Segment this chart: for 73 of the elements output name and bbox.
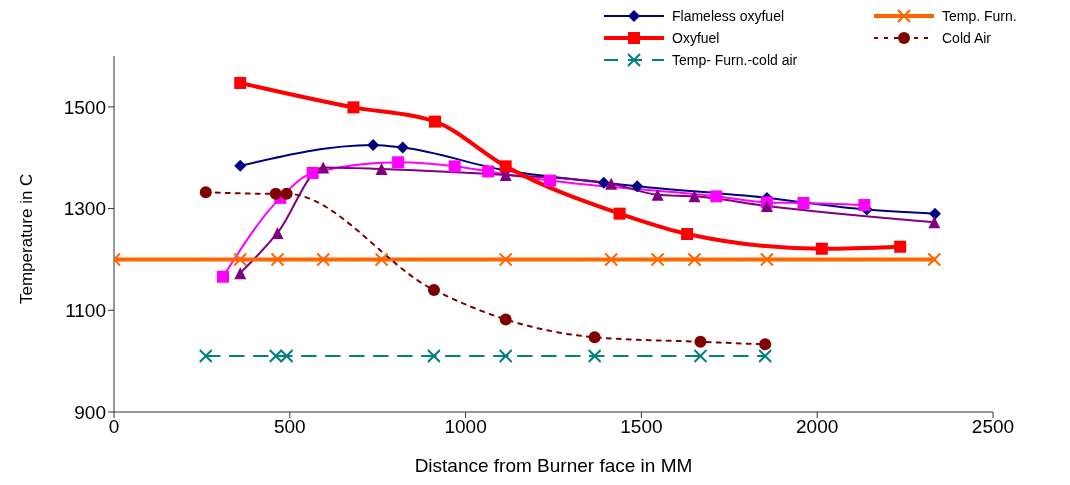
point — [234, 267, 247, 280]
point — [694, 335, 707, 348]
point — [233, 252, 248, 267]
legend-label: Temp. Furn. — [942, 8, 1017, 24]
y-axis-title: Temperature in C — [17, 173, 37, 304]
point — [217, 270, 229, 283]
point — [498, 252, 513, 267]
point — [650, 252, 665, 267]
point — [271, 226, 284, 239]
x-tick-label: 500 — [273, 416, 306, 438]
point — [375, 162, 388, 175]
point — [693, 349, 708, 364]
point — [894, 240, 907, 253]
point — [797, 196, 810, 209]
point — [587, 349, 602, 364]
point — [815, 242, 828, 255]
point — [198, 349, 213, 364]
point — [482, 165, 495, 178]
point — [448, 160, 461, 173]
point — [605, 177, 618, 190]
legend-label: Oxyfuel — [672, 30, 720, 46]
point — [543, 174, 556, 187]
x-tick-label: 2000 — [796, 416, 839, 438]
point — [759, 252, 774, 267]
point — [651, 188, 664, 201]
point — [317, 161, 330, 174]
point — [392, 156, 405, 169]
point — [199, 186, 212, 199]
legend-label: Temp- Furn.-cold air — [672, 52, 798, 68]
point — [374, 252, 389, 267]
point — [347, 101, 360, 114]
point — [928, 207, 941, 220]
point — [306, 166, 319, 179]
y-tick-label: 1300 — [63, 198, 106, 220]
point — [426, 349, 441, 364]
point — [429, 115, 442, 128]
point — [604, 252, 619, 267]
x-tick-label: 0 — [108, 416, 120, 438]
x-tick-label: 1500 — [620, 416, 663, 438]
point — [270, 252, 285, 267]
point — [367, 139, 380, 151]
point — [760, 200, 773, 213]
y-tick-label: 1500 — [63, 96, 106, 118]
point — [588, 331, 601, 344]
point — [396, 141, 409, 154]
point — [499, 313, 512, 326]
y-tick-label: 1100 — [65, 300, 106, 322]
point — [427, 283, 440, 296]
legend-label: Flameless oxyfuel — [672, 8, 785, 24]
point — [759, 338, 772, 351]
point — [710, 190, 723, 203]
point — [687, 252, 702, 267]
point — [597, 176, 610, 189]
point — [280, 187, 293, 200]
x-tick-label: 2500 — [971, 416, 1015, 438]
point — [858, 199, 871, 212]
point — [688, 190, 701, 203]
point — [316, 252, 331, 267]
x-axis-title: Distance from Burner face in MM — [414, 455, 693, 476]
point — [498, 349, 513, 364]
point — [681, 228, 694, 240]
legend-label: Cold Air — [942, 30, 992, 46]
point — [269, 187, 282, 200]
point — [499, 160, 512, 173]
y-tick-label: 900 — [74, 401, 106, 423]
point — [758, 349, 773, 364]
point — [234, 159, 247, 172]
point — [631, 180, 644, 193]
point — [927, 252, 942, 267]
x-tick-label: 1000 — [444, 416, 487, 438]
point — [234, 76, 247, 89]
point — [928, 216, 941, 229]
point — [613, 207, 626, 220]
